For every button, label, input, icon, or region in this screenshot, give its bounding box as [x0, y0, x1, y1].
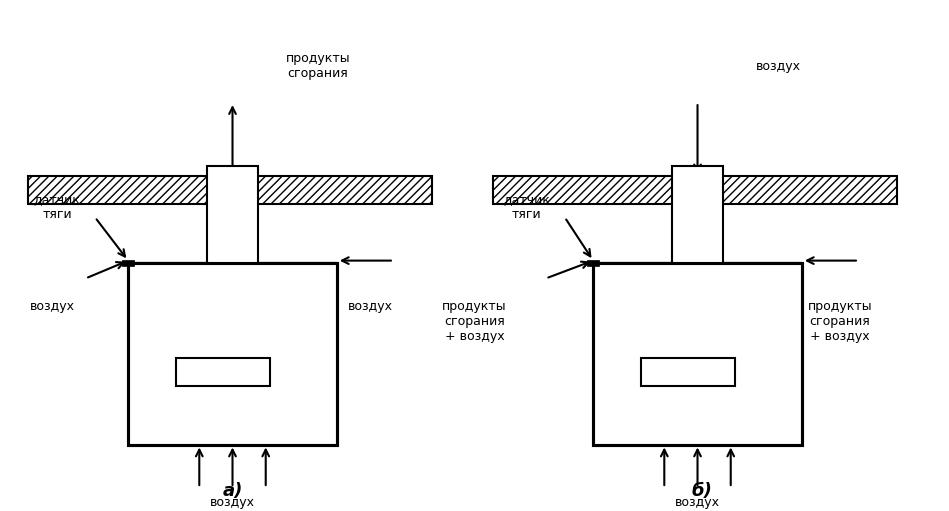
- Bar: [586, 260, 600, 267]
- Text: воздух: воздух: [755, 60, 801, 73]
- Bar: [207, 166, 258, 263]
- Bar: [128, 263, 337, 445]
- Text: воздух: воздух: [675, 496, 720, 508]
- Bar: [28, 176, 432, 204]
- Bar: [641, 358, 735, 386]
- Text: продукты
сгорания: продукты сгорания: [286, 53, 350, 80]
- Text: воздух: воздух: [210, 496, 255, 508]
- Bar: [176, 358, 270, 386]
- Text: датчик
тяги: датчик тяги: [503, 193, 550, 221]
- Bar: [493, 176, 897, 204]
- Bar: [593, 263, 802, 445]
- Text: воздух: воздух: [29, 300, 75, 313]
- Text: продукты
сгорания
+ воздух: продукты сгорания + воздух: [808, 300, 872, 343]
- Bar: [672, 166, 723, 263]
- Text: продукты
сгорания
+ воздух: продукты сгорания + воздух: [442, 300, 507, 343]
- Text: б): б): [692, 481, 713, 500]
- Bar: [121, 260, 135, 267]
- Text: датчик
тяги: датчик тяги: [33, 193, 81, 221]
- Text: а): а): [222, 481, 243, 500]
- Text: воздух: воздух: [347, 300, 393, 313]
